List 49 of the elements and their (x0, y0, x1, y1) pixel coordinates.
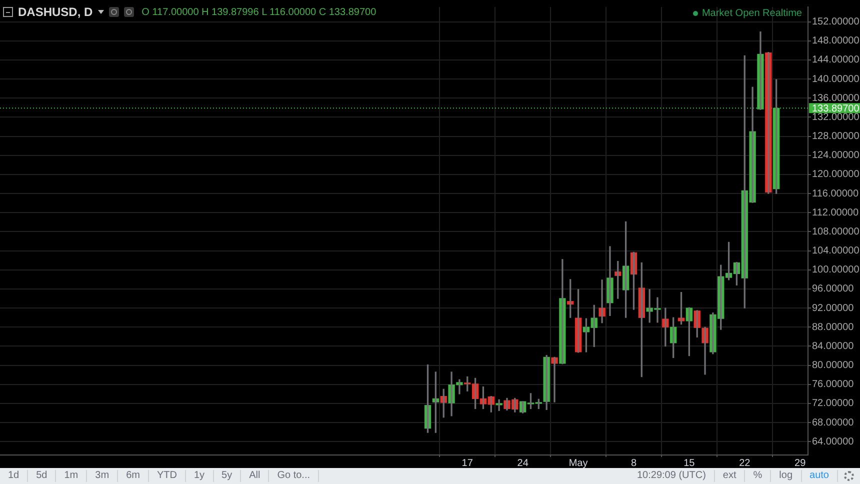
text: 3m (87, 470, 118, 482)
text: 5d (28, 470, 56, 482)
x-tick-label: 24 (517, 458, 529, 469)
y-tick-label: 136.00000 (812, 92, 860, 104)
ref-line-label: 133.89700 (812, 103, 860, 114)
text: All (241, 470, 270, 482)
text: auto (802, 470, 838, 482)
text: 1m (56, 470, 88, 482)
y-tick-label: 92.00000 (812, 302, 854, 314)
annotation: O 117.00000 H 139.87996 L 116.00000 C 133.89700 (142, 6, 376, 18)
y-tick-label: 96.00000 (812, 284, 854, 295)
y-tick-label: 80.00000 (812, 360, 854, 372)
y-tick-label: 132.00000 (812, 112, 860, 123)
x-tick-label: May (568, 458, 588, 469)
y-tick-label: 152.00000 (812, 16, 860, 28)
y-tick-label: 76.00000 (812, 379, 854, 390)
y-tick-label: 64.00000 (812, 436, 854, 448)
y-tick-label: 120.00000 (812, 169, 860, 180)
y-tick-label: 108.00000 (812, 226, 860, 238)
y-tick-label: 68.00000 (812, 417, 854, 428)
text: Go to... (269, 470, 320, 482)
y-tick-label: 144.00000 (812, 54, 860, 66)
text: 1y (186, 470, 214, 482)
x-tick-label: 29 (794, 458, 806, 469)
x-tick-label: 8 (630, 458, 637, 469)
text: 10:29:09 (UTC) (629, 470, 715, 482)
annotation: Market Open Realtime (702, 8, 802, 19)
y-tick-label: 140.00000 (812, 74, 860, 85)
text: 1d (0, 470, 28, 482)
text: % (745, 470, 772, 482)
y-tick-label: 124.00000 (812, 150, 860, 162)
y-tick-label: 88.00000 (812, 322, 854, 333)
y-tick-label: 148.00000 (812, 36, 860, 47)
text: 6m (118, 470, 149, 482)
y-tick-label: 84.00000 (812, 340, 854, 352)
y-tick-label: 112.00000 (812, 207, 859, 218)
y-tick-label: 104.00000 (812, 246, 860, 257)
text: YTD (148, 470, 186, 482)
chart-title: DASHUSD, D (18, 5, 93, 19)
y-tick-label: 72.00000 (812, 398, 854, 410)
text: ext (714, 470, 746, 482)
y-tick-label: 100.00000 (812, 264, 860, 276)
y-tick-label: 128.00000 (812, 131, 860, 142)
text: 5y (214, 470, 242, 482)
x-tick-label: 22 (739, 458, 751, 469)
x-tick-label: 15 (684, 458, 696, 469)
y-tick-label: 116.00000 (812, 188, 859, 200)
text: log (771, 470, 802, 482)
x-tick-label: 17 (462, 458, 474, 469)
